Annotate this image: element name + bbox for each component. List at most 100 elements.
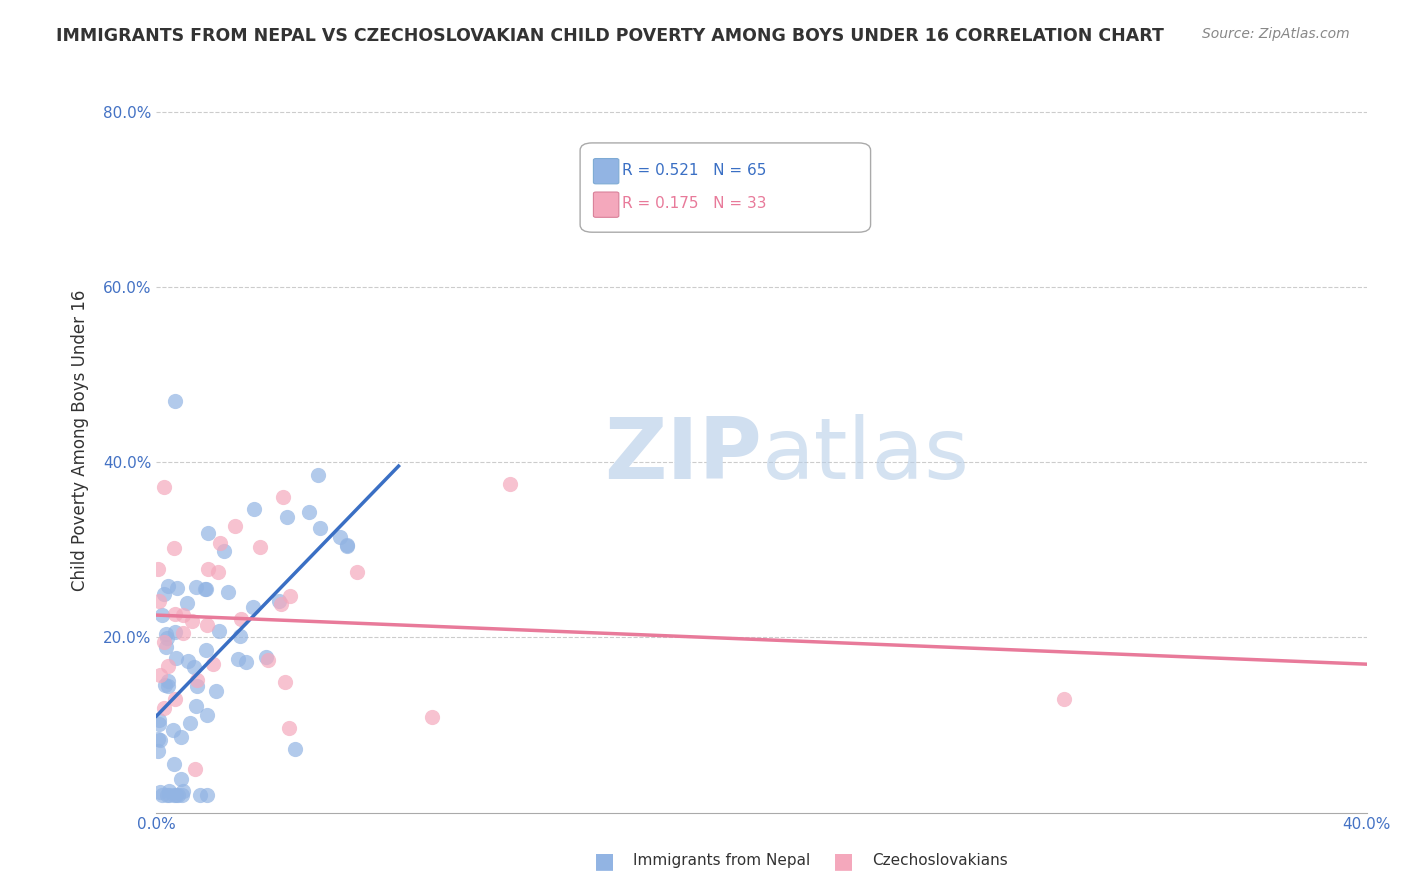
Point (256, 653, 278, 667)
Point (166, 581, 188, 595)
Point (336, 538, 359, 552)
Point (197, 525, 219, 540)
Point (298, 505, 321, 519)
Point (201, 657, 224, 672)
Point (197, 708, 219, 723)
Point (277, 721, 299, 735)
Point (195, 788, 218, 802)
Point (177, 654, 200, 668)
Point (165, 607, 187, 622)
Point (188, 788, 211, 802)
Text: R = 0.175   N = 33: R = 0.175 N = 33 (623, 196, 766, 211)
Point (155, 627, 177, 641)
Point (157, 658, 180, 673)
Point (195, 642, 218, 657)
Point (165, 394, 187, 409)
Point (499, 477, 522, 491)
Point (270, 597, 292, 611)
Point (229, 629, 252, 643)
Point (148, 714, 170, 728)
Point (172, 784, 194, 798)
Point (157, 579, 180, 593)
Point (183, 762, 205, 776)
Point (186, 698, 208, 713)
Point (163, 692, 186, 706)
Point (204, 684, 226, 698)
Text: ZIP: ZIP (605, 414, 762, 497)
Point (153, 480, 176, 494)
Text: ■: ■ (834, 851, 853, 871)
Point (155, 640, 177, 654)
Point (226, 652, 249, 666)
Point (224, 519, 246, 533)
Point (165, 625, 187, 640)
Point (186, 679, 208, 693)
Point (149, 668, 172, 682)
Point (197, 562, 219, 576)
Point (243, 502, 266, 516)
Point (217, 584, 239, 599)
FancyBboxPatch shape (593, 159, 619, 184)
Point (148, 743, 170, 757)
Point (336, 539, 359, 553)
Point (172, 626, 194, 640)
Point (194, 582, 217, 596)
Point (176, 596, 198, 610)
Point (284, 742, 307, 756)
Point (153, 701, 176, 715)
Point (169, 730, 191, 744)
Point (346, 566, 368, 580)
Point (156, 674, 179, 689)
Point (165, 788, 187, 802)
Text: Czechoslovakians: Czechoslovakians (872, 854, 1008, 868)
Point (146, 561, 169, 575)
Point (153, 678, 176, 692)
Point (153, 635, 176, 649)
Point (163, 788, 186, 802)
Text: Source: ZipAtlas.com: Source: ZipAtlas.com (1202, 27, 1350, 41)
Point (149, 784, 172, 798)
Point (229, 612, 252, 626)
Text: IMMIGRANTS FROM NEPAL VS CZECHOSLOVAKIAN CHILD POVERTY AMONG BOYS UNDER 16 CORRE: IMMIGRANTS FROM NEPAL VS CZECHOSLOVAKIAN… (56, 27, 1164, 45)
Point (172, 607, 194, 622)
Point (1053, 691, 1076, 706)
Point (208, 535, 231, 549)
Point (186, 673, 208, 687)
Point (156, 788, 179, 802)
Point (163, 756, 186, 771)
Point (309, 521, 332, 535)
Point (163, 541, 186, 555)
Point (273, 675, 295, 690)
Point (181, 614, 204, 628)
Point (165, 650, 187, 665)
Point (179, 716, 201, 731)
Point (156, 631, 179, 645)
Point (212, 543, 235, 558)
Point (167, 788, 190, 802)
Point (329, 529, 352, 543)
Point (170, 788, 193, 802)
Text: Immigrants from Nepal: Immigrants from Nepal (633, 854, 810, 868)
Point (148, 594, 170, 608)
Point (170, 772, 193, 787)
Point (157, 788, 180, 802)
Point (207, 565, 229, 579)
Text: R = 0.521   N = 65: R = 0.521 N = 65 (623, 163, 766, 178)
Point (242, 600, 264, 615)
Point (183, 660, 205, 674)
Point (195, 582, 218, 597)
Point (156, 679, 179, 693)
Point (273, 490, 295, 504)
Point (254, 650, 277, 665)
Point (150, 607, 173, 622)
Point (208, 624, 231, 638)
Point (159, 784, 181, 798)
Point (148, 716, 170, 731)
Point (150, 788, 173, 802)
Point (195, 617, 218, 632)
Point (235, 655, 257, 669)
FancyBboxPatch shape (593, 192, 619, 218)
Point (146, 732, 169, 747)
Point (149, 732, 172, 747)
Point (269, 594, 291, 608)
